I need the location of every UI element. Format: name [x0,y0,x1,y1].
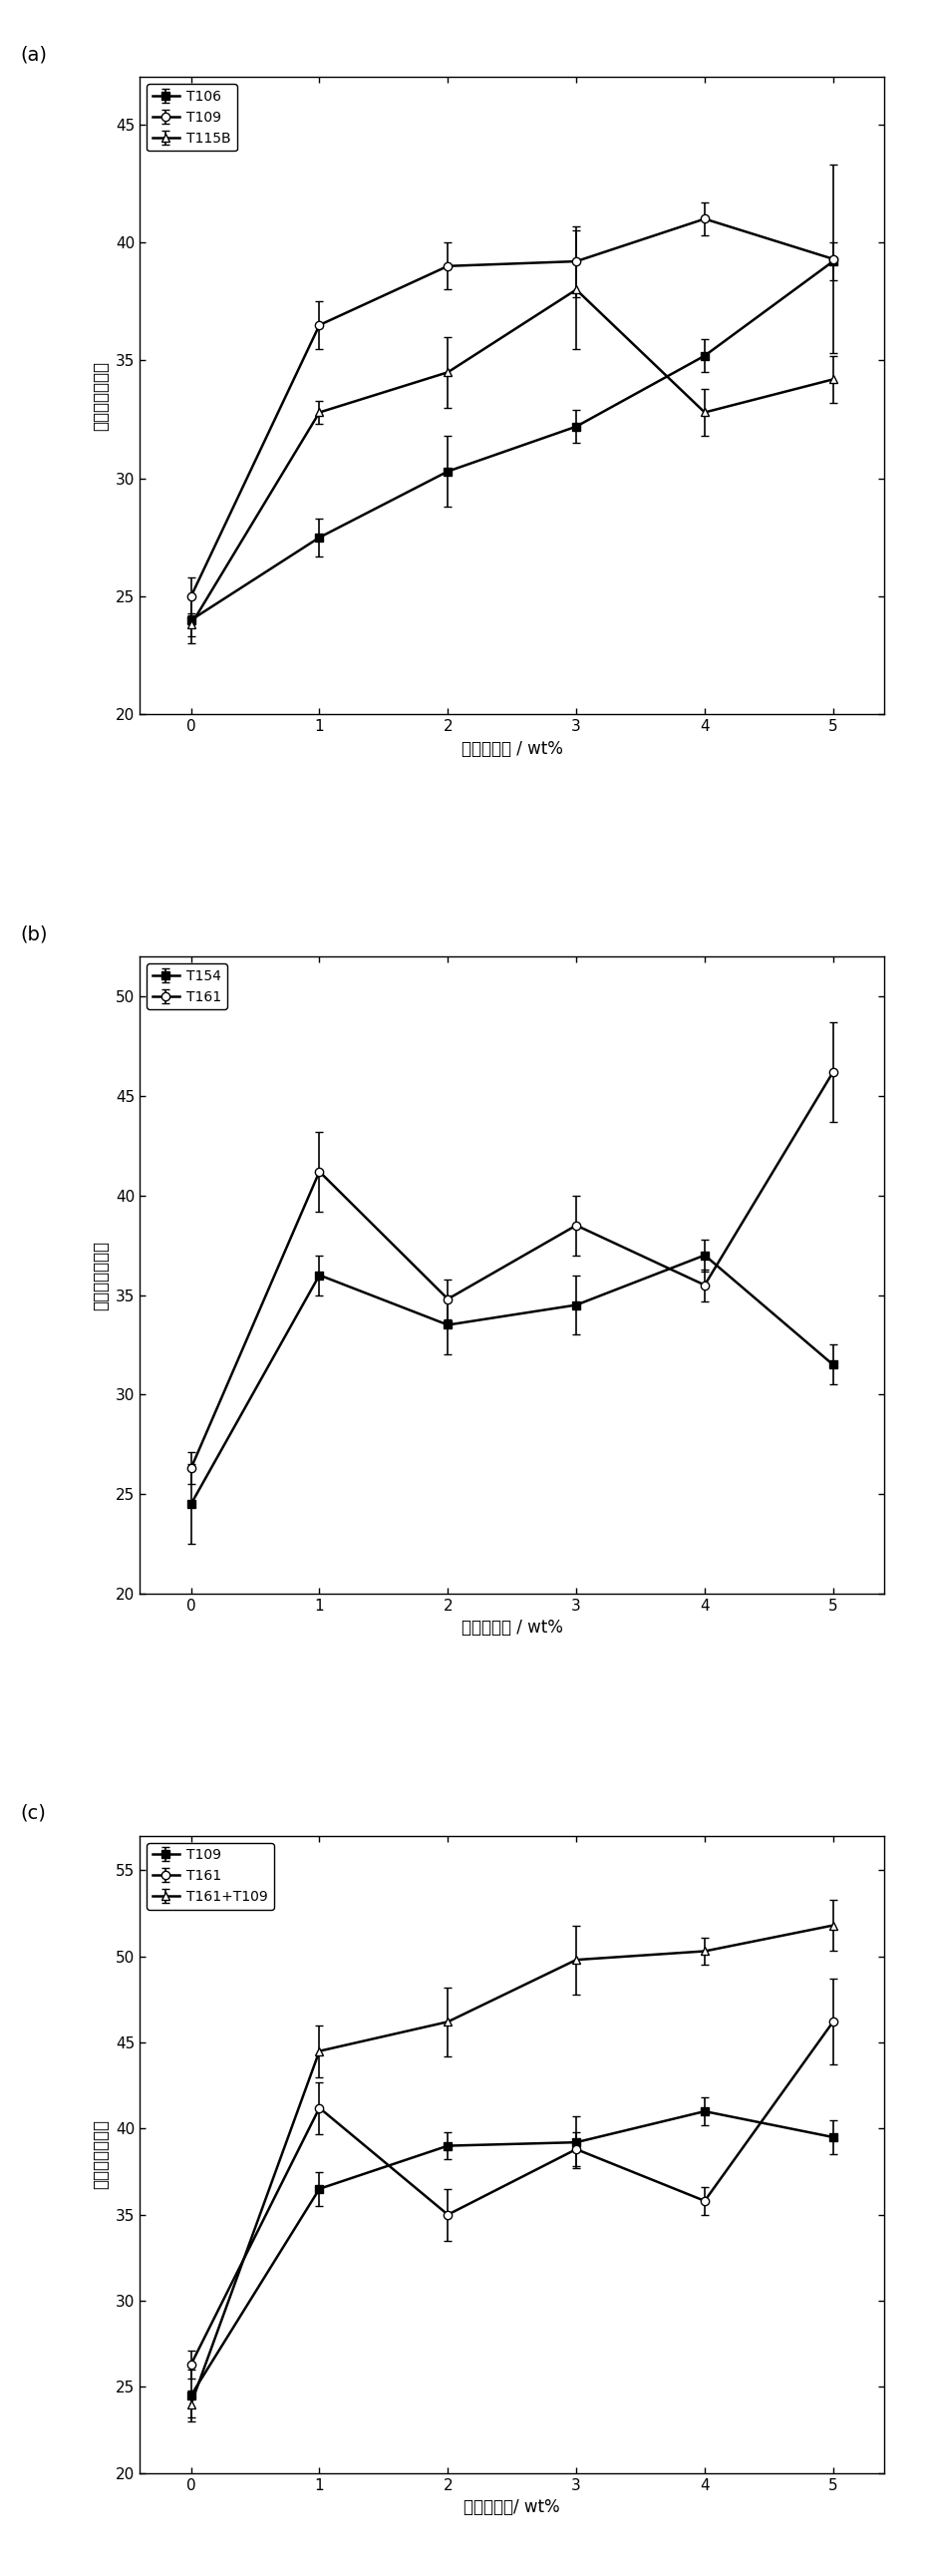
X-axis label: 分散剂浓度/ wt%: 分散剂浓度/ wt% [464,2499,560,2517]
Text: (b): (b) [20,925,47,943]
Legend: T109, T161, T161+T109: T109, T161, T161+T109 [146,1842,274,1909]
Text: (c): (c) [20,1803,47,1824]
Y-axis label: 油泥班点分散値: 油泥班点分散値 [92,1239,110,1311]
Legend: T154, T161: T154, T161 [146,963,227,1010]
X-axis label: 分散剂浓度 / wt%: 分散剂浓度 / wt% [461,739,563,757]
X-axis label: 分散剂浓度 / wt%: 分散剂浓度 / wt% [461,1620,563,1636]
Legend: T106, T109, T115B: T106, T109, T115B [146,85,236,152]
Y-axis label: 油泥班点分散値: 油泥班点分散値 [92,361,110,430]
Text: (a): (a) [20,46,47,64]
Y-axis label: 油泥班点分散値: 油泥班点分散値 [92,2120,110,2190]
